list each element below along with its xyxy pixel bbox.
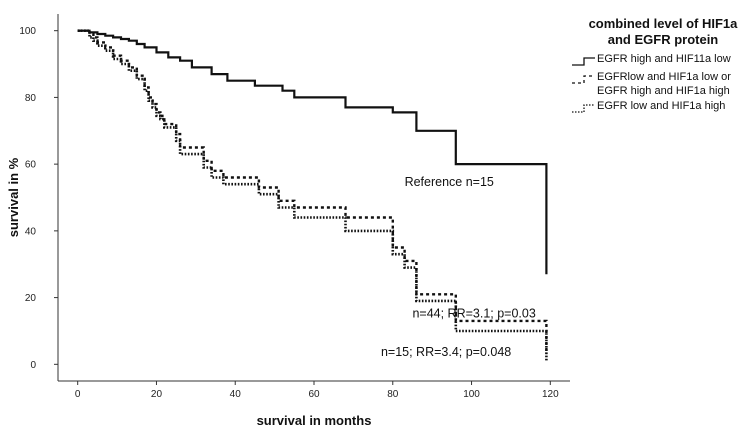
legend-swatch-dashed (572, 75, 595, 84)
annotation-0: Reference n=15 (405, 175, 494, 189)
y-tick-label: 40 (25, 226, 37, 237)
x-tick-label: 120 (542, 389, 559, 400)
survival-curve-solid (77, 29, 548, 275)
annotation-2: n=15; RR=3.4; p=0.048 (381, 345, 511, 359)
legend-entry-label: EGFR low and HIF1a high (597, 100, 725, 112)
legend-swatch-dotted (572, 104, 595, 113)
x-tick-label: 80 (387, 389, 399, 400)
x-tick-label: 20 (151, 389, 163, 400)
legend-title: combined level of HIF1a (589, 16, 739, 31)
x-tick-label: 60 (308, 389, 320, 400)
survival-curves (77, 29, 548, 361)
y-tick-label: 60 (25, 160, 37, 171)
legend-entry-label: EGFRlow and HIF1a low or (597, 71, 731, 83)
legend-entry-label: EGFR high and HIF1a high (597, 85, 730, 97)
axes (57, 14, 570, 382)
legend-entry-label: EGFR high and HIF11a low (597, 53, 731, 65)
x-axis-title: survival in months (257, 413, 372, 428)
survival-curve-dotted (77, 29, 548, 361)
ticks: 0 20 40 60 80 100 120 0 20 40 60 80 100 (19, 26, 559, 400)
legend-swatch-solid (572, 57, 595, 66)
annotation-1: n=44; RR=3.1; p=0.03 (412, 307, 535, 321)
y-tick-label: 0 (30, 360, 36, 371)
y-tick-label: 20 (25, 293, 37, 304)
legend-title: and EGFR protein (608, 32, 719, 47)
x-tick-label: 100 (463, 389, 480, 400)
y-tick-label: 80 (25, 93, 37, 104)
y-axis-title: survival in % (6, 157, 21, 237)
x-tick-label: 0 (75, 389, 81, 400)
annotations: Reference n=15 n=44; RR=3.1; p=0.03 n=15; … (381, 175, 536, 359)
x-tick-label: 40 (230, 389, 242, 400)
y-tick-label: 100 (19, 26, 36, 37)
